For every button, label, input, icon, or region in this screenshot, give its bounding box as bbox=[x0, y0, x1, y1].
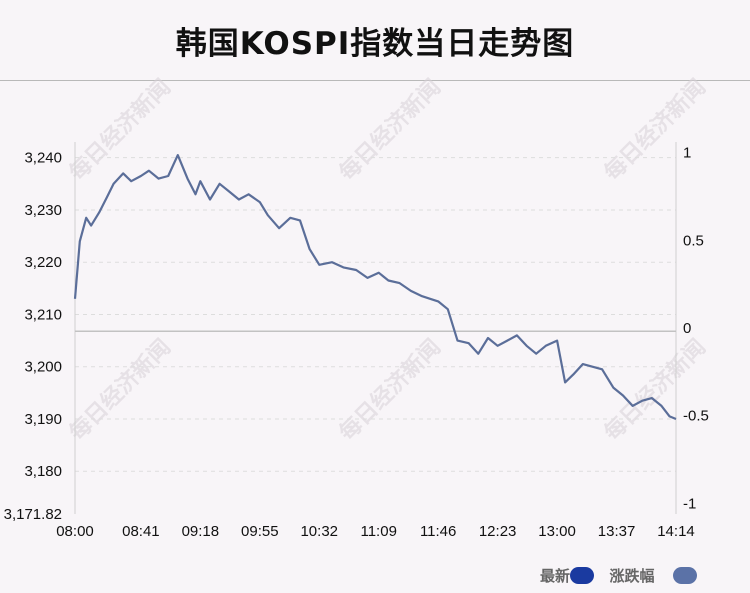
y-right-tick-label: 0 bbox=[683, 320, 691, 337]
y-right-tick-label: -1 bbox=[683, 495, 696, 512]
x-tick-label: 13:37 bbox=[598, 523, 636, 540]
y-left-tick-label: 3,220 bbox=[24, 254, 62, 271]
series-line bbox=[73, 154, 677, 421]
legend-swatch bbox=[673, 567, 697, 584]
x-tick-label: 09:55 bbox=[241, 523, 279, 540]
watermark-text: 每日经济新闻 bbox=[64, 334, 176, 446]
x-tick-label: 10:32 bbox=[300, 523, 338, 540]
y-left-tick-label: 3,230 bbox=[24, 202, 62, 219]
watermark-text: 每日经济新闻 bbox=[64, 74, 176, 186]
legend-label: 最新 bbox=[540, 567, 570, 585]
chart-title: 韩国KOSPI指数当日走势图 bbox=[175, 26, 575, 62]
y-left-tick-label: 3,210 bbox=[24, 306, 62, 323]
y-right-tick-label: 0.5 bbox=[683, 232, 704, 249]
x-tick-label: 13:00 bbox=[538, 523, 576, 540]
x-tick-label: 09:18 bbox=[182, 523, 220, 540]
x-tick-label: 12:23 bbox=[479, 523, 517, 540]
y-left-tick-label: 3,171.82 bbox=[4, 506, 62, 523]
watermark-text: 每日经济新闻 bbox=[334, 334, 446, 446]
y-left-tick-label: 3,190 bbox=[24, 411, 62, 428]
y-left-tick-label: 3,200 bbox=[24, 359, 62, 376]
y-right-tick-label: 1 bbox=[683, 145, 691, 162]
y-right-tick-label: -0.5 bbox=[683, 408, 709, 425]
y-left-tick-label: 3,180 bbox=[24, 463, 62, 480]
watermark-text: 每日经济新闻 bbox=[599, 74, 711, 186]
legend-swatch bbox=[570, 567, 594, 584]
x-tick-label: 11:09 bbox=[360, 523, 396, 540]
x-tick-label: 08:00 bbox=[56, 523, 94, 540]
x-tick-label: 11:46 bbox=[420, 523, 456, 540]
title-divider bbox=[0, 80, 750, 81]
legend-label: 涨跌幅 bbox=[609, 567, 654, 585]
x-tick-label: 14:14 bbox=[657, 523, 695, 540]
x-tick-label: 08:41 bbox=[122, 523, 160, 540]
y-left-tick-label: 3,240 bbox=[24, 150, 62, 167]
watermark-text: 每日经济新闻 bbox=[334, 74, 446, 186]
